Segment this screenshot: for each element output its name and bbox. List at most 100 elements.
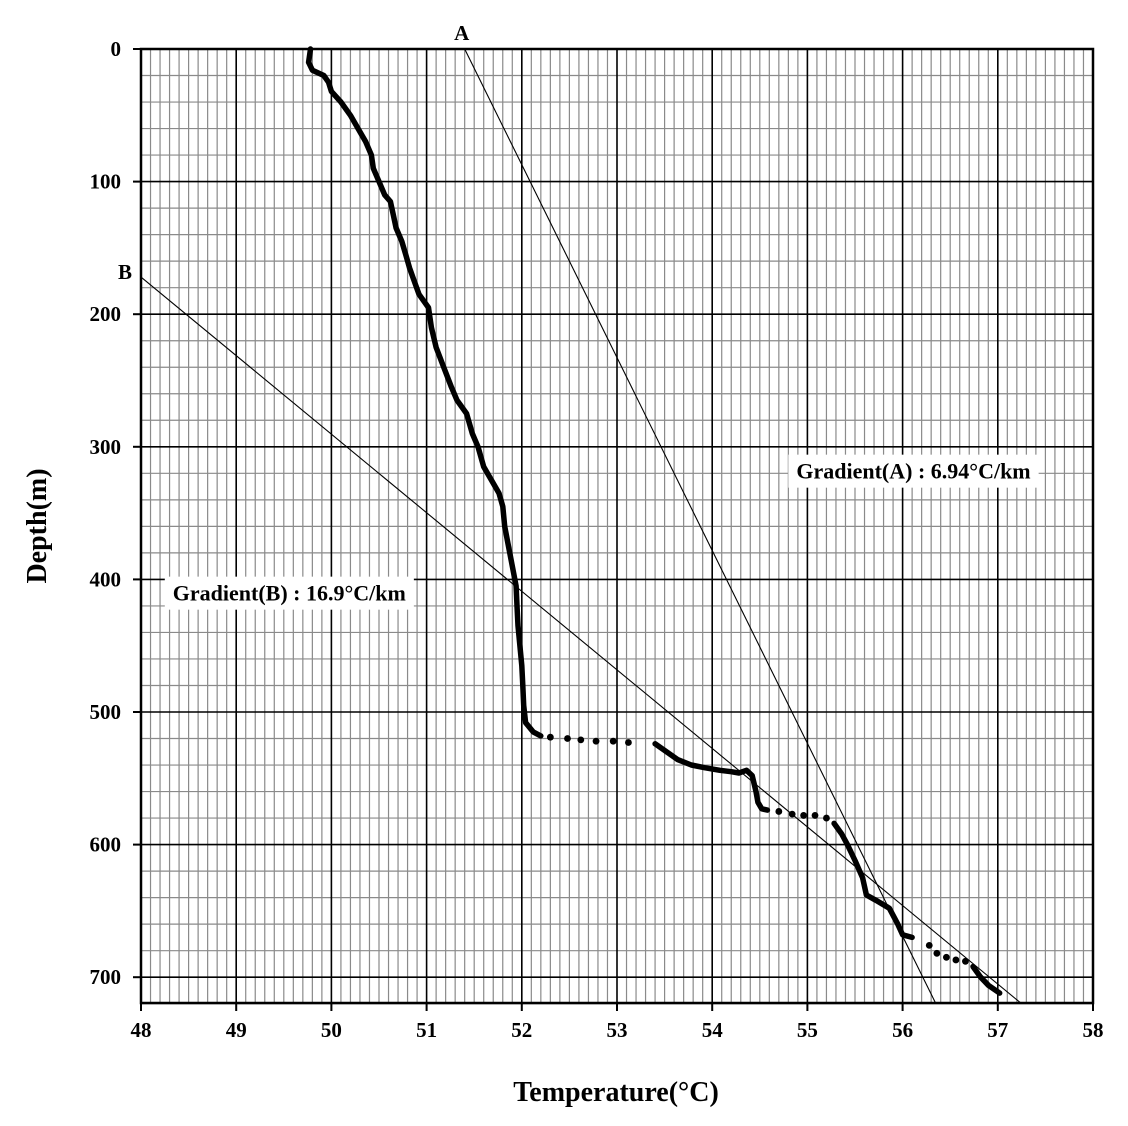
- data-point: [994, 988, 998, 992]
- data-point: [760, 807, 764, 811]
- gradient-line-b: [140, 276, 1022, 1005]
- x-axis-ticks: 48 49 50 51 52 53 54 55 56 57 58: [131, 1003, 1104, 1042]
- data-point: [962, 957, 969, 965]
- data-point: [765, 808, 769, 812]
- y-tick-label: 200: [90, 302, 122, 326]
- x-tick-label: 55: [797, 1018, 818, 1042]
- x-tick-label: 49: [226, 1018, 247, 1042]
- data-point: [853, 859, 857, 863]
- data-point: [371, 166, 375, 170]
- data-point: [429, 325, 433, 329]
- data-point: [434, 345, 438, 349]
- data-point: [546, 733, 554, 741]
- data-point: [520, 664, 524, 668]
- data-point: [442, 365, 446, 369]
- data-point: [514, 584, 518, 588]
- gradient-annotation: Gradient(A) : 6.94°C/km: [788, 454, 1039, 488]
- annotation-background: [164, 576, 414, 610]
- data-point: [489, 478, 493, 482]
- data-point: [369, 153, 373, 157]
- data-point: [887, 906, 891, 910]
- data-point: [986, 983, 990, 987]
- data-point: [864, 893, 868, 897]
- annotation-background: [788, 454, 1039, 488]
- data-point: [506, 544, 510, 548]
- data-point: [744, 768, 748, 772]
- data-point: [339, 100, 343, 104]
- data-point: [979, 975, 983, 979]
- data-point: [427, 306, 431, 310]
- data-point: [539, 734, 543, 738]
- x-tick-label: 48: [131, 1018, 152, 1042]
- y-tick-label: 300: [90, 435, 122, 459]
- data-point: [518, 644, 522, 648]
- gradient-annotations: Gradient(A) : 6.94°C/km Gradient(B) : 16.…: [164, 454, 1039, 610]
- data-point: [861, 876, 865, 880]
- temperature-profile: [305, 46, 1003, 996]
- data-point: [832, 821, 836, 825]
- data-point: [383, 193, 387, 197]
- data-point: [388, 199, 392, 203]
- gradient-line-a: [464, 48, 937, 1004]
- data-point: [756, 800, 760, 804]
- x-tick-label: 57: [987, 1018, 1008, 1042]
- data-point: [564, 735, 571, 742]
- data-point: [754, 790, 758, 794]
- data-point: [901, 933, 905, 937]
- data-point: [364, 140, 368, 144]
- data-point: [515, 604, 519, 608]
- data-point: [952, 956, 960, 964]
- data-point: [531, 730, 535, 734]
- data-point: [775, 808, 783, 815]
- data-point: [404, 253, 408, 257]
- y-tick-label: 100: [90, 170, 122, 194]
- data-point: [417, 292, 421, 296]
- data-point: [933, 949, 941, 957]
- data-point: [845, 843, 849, 847]
- x-tick-label: 52: [511, 1018, 532, 1042]
- data-point: [377, 180, 381, 184]
- data-point: [394, 226, 398, 230]
- y-axis-ticks: 0 100 200 300 400 500 600 700: [90, 37, 141, 989]
- y-tick-label: 0: [111, 37, 122, 61]
- data-point: [689, 763, 693, 767]
- data-point: [609, 737, 617, 745]
- data-point: [348, 113, 352, 117]
- x-tick-label: 50: [321, 1018, 342, 1042]
- data-point: [482, 465, 486, 469]
- x-tick-label: 54: [702, 1018, 724, 1042]
- x-tick-label: 53: [607, 1018, 628, 1042]
- y-tick-label: 600: [90, 833, 122, 857]
- data-point: [322, 74, 326, 78]
- data-point: [823, 814, 830, 822]
- data-point: [874, 898, 878, 902]
- data-point: [788, 810, 796, 818]
- data-point: [653, 742, 657, 746]
- data-point: [522, 703, 526, 707]
- y-tick-label: 500: [90, 700, 122, 724]
- data-point: [729, 770, 733, 774]
- data-point: [925, 941, 933, 949]
- gradient-line-label-a: A: [454, 21, 470, 45]
- data-point: [503, 524, 507, 528]
- data-point: [407, 266, 411, 270]
- data-point: [896, 922, 900, 926]
- x-tick-label: 51: [416, 1018, 437, 1042]
- data-point: [840, 832, 844, 836]
- data-point: [811, 812, 819, 819]
- y-tick-label: 400: [90, 567, 122, 591]
- gradient-line-label-b: B: [118, 260, 132, 284]
- data-point: [998, 991, 1002, 995]
- x-axis-title: Temperature(°C): [513, 1077, 719, 1108]
- data-point: [465, 412, 469, 416]
- data-point: [524, 721, 528, 725]
- data-point: [400, 239, 404, 243]
- data-point: [800, 812, 807, 819]
- data-point: [510, 564, 514, 568]
- data-point: [329, 89, 333, 93]
- data-point: [497, 491, 501, 495]
- data-point: [521, 683, 525, 687]
- data-point: [737, 771, 741, 775]
- x-tick-label: 58: [1083, 1018, 1104, 1042]
